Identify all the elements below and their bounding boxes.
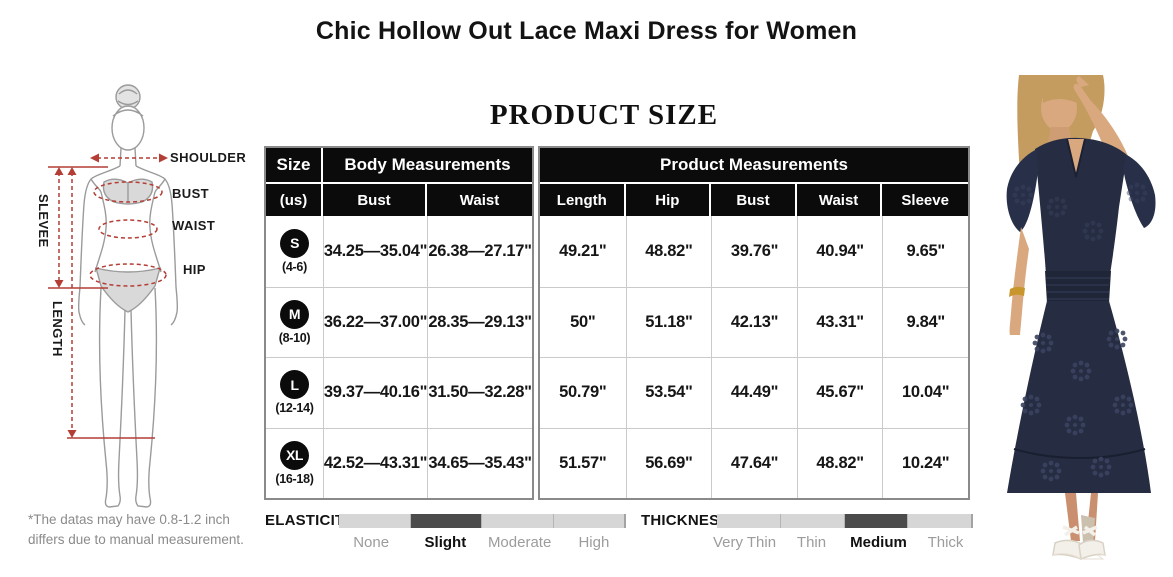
col-header-size: Size <box>266 148 323 184</box>
body-measurement-diagram <box>5 82 255 508</box>
col-header-hip: Hip <box>625 184 712 216</box>
product-bust-m: 42.13" <box>711 286 797 357</box>
body-bust-l: 39.37—40.16" <box>323 357 427 428</box>
product-hip-xl: 56.69" <box>625 427 712 498</box>
disclaimer-line-1: *The datas may have 0.8-1.2 inch <box>28 512 230 527</box>
elasticity-segment-none <box>339 514 411 528</box>
label-length: LENGTH <box>50 301 65 357</box>
product-hip-s: 48.82" <box>625 216 712 287</box>
size-cell-m: M (8-10) <box>266 286 323 358</box>
elasticity-option-none: None <box>353 534 390 551</box>
size-range-l: (12-14) <box>275 401 314 416</box>
thickness-segment-very-thin <box>717 514 781 528</box>
measurement-disclaimer: *The datas may have 0.8-1.2 inch differs… <box>28 510 260 550</box>
thickness-segment-medium <box>844 514 909 528</box>
size-cell-l: L (12-14) <box>266 357 323 428</box>
size-cell-s: S (4-6) <box>266 216 323 287</box>
elasticity-option-moderate: Moderate <box>487 534 552 551</box>
product-length-xl: 51.57" <box>540 427 626 499</box>
product-sleeve-m: 9.84" <box>882 286 968 357</box>
thickness-option-thin: Thin <box>796 534 827 551</box>
page-title: Chic Hollow Out Lace Maxi Dress for Wome… <box>315 17 858 45</box>
size-badge-s: S <box>280 228 309 258</box>
product-hip-l: 53.54" <box>625 357 712 428</box>
body-waist-s: 26.38—27.17" <box>427 216 532 287</box>
size-badge-xl: XL <box>280 440 309 470</box>
product-waist-m: 43.31" <box>796 286 883 357</box>
label-bust: BUST <box>172 186 209 201</box>
product-length-m: 50" <box>540 286 626 358</box>
thickness-option-labels: Very Thin Thin Medium Thick <box>711 534 979 551</box>
size-badge-l: L <box>280 370 309 400</box>
elasticity-segment-slight <box>410 514 482 528</box>
thickness-scale-bar <box>717 514 973 528</box>
col-header-waist: Waist <box>427 184 532 216</box>
col-header-length: Length <box>540 184 626 216</box>
group-header-body-measurements: Body Measurements <box>323 148 532 184</box>
thickness-segment-thin <box>780 514 845 528</box>
thickness-option-thick: Thick <box>927 534 964 551</box>
body-waist-l: 31.50—32.28" <box>427 357 532 428</box>
product-waist-xl: 48.82" <box>796 427 883 498</box>
body-figure-illustration <box>48 84 179 508</box>
product-sleeve-xl: 10.24" <box>882 427 968 498</box>
label-sleeve: SLEVEE <box>36 194 51 248</box>
product-waist-s: 40.94" <box>796 216 883 287</box>
label-shoulder: SHOULDER <box>170 150 247 165</box>
size-cell-xl: XL (16-18) <box>266 427 323 499</box>
body-bust-s: 34.25—35.04" <box>323 216 427 287</box>
product-measurements-table: Product Measurements Length Hip Bust Wai… <box>538 146 970 500</box>
group-header-product-measurements: Product Measurements <box>540 148 968 184</box>
size-range-xl: (16-18) <box>275 471 314 486</box>
body-waist-m: 28.35—29.13" <box>427 286 532 357</box>
col-header-product-bust: Bust <box>711 184 797 216</box>
size-range-s: (4-6) <box>282 259 307 274</box>
product-sleeve-l: 10.04" <box>882 357 968 428</box>
col-header-size-unit: (us) <box>266 184 323 216</box>
thickness-segment-thick <box>908 514 973 528</box>
elasticity-segment-moderate <box>482 514 554 528</box>
product-waist-l: 45.67" <box>796 357 883 428</box>
product-hip-m: 51.18" <box>625 286 712 357</box>
size-range-m: (8-10) <box>278 330 311 345</box>
elasticity-segment-high <box>553 514 626 528</box>
product-length-l: 50.79" <box>540 357 626 428</box>
size-badge-m: M <box>280 299 309 329</box>
label-hip: HIP <box>183 262 206 277</box>
col-header-bust: Bust <box>323 184 427 216</box>
thickness-option-very-thin: Very Thin <box>712 534 777 551</box>
body-bust-m: 36.22—37.00" <box>323 286 427 357</box>
elasticity-label: ELASTICITY <box>265 512 355 529</box>
body-bust-xl: 42.52—43.31" <box>323 427 427 498</box>
disclaimer-line-2: differs due to manual measurement. <box>28 532 244 547</box>
product-photo <box>985 75 1173 572</box>
model-wearing-dress-illustration <box>1006 75 1156 561</box>
section-heading: PRODUCT SIZE <box>489 99 719 131</box>
thickness-option-medium: Medium <box>850 534 907 551</box>
thickness-label: THICKNESS <box>641 512 730 529</box>
elasticity-option-labels: None Slight Moderate High <box>334 534 631 551</box>
product-sleeve-s: 9.65" <box>882 216 968 287</box>
body-measurements-table: Size Body Measurements (us) Bust Waist S… <box>264 146 534 500</box>
product-bust-l: 44.49" <box>711 357 797 428</box>
col-header-sleeve: Sleeve <box>882 184 968 216</box>
body-waist-xl: 34.65—35.43" <box>427 427 532 498</box>
col-header-product-waist: Waist <box>796 184 883 216</box>
product-bust-s: 39.76" <box>711 216 797 287</box>
product-length-s: 49.21" <box>559 241 607 260</box>
elasticity-scale-bar <box>339 514 626 528</box>
label-waist: WAIST <box>172 218 216 233</box>
product-bust-xl: 47.64" <box>711 427 797 498</box>
elasticity-option-slight: Slight <box>424 534 467 551</box>
elasticity-option-high: High <box>578 534 610 551</box>
